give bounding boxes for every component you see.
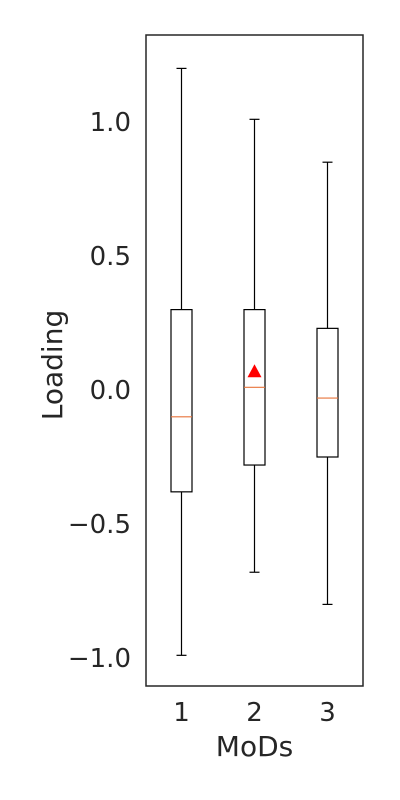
- x-tick-label: 2: [246, 698, 263, 728]
- y-tick-label: −1.0: [68, 644, 131, 674]
- x-tick-label: 3: [319, 698, 336, 728]
- box-3: [316, 161, 339, 606]
- box-2: [243, 118, 266, 573]
- box-1: [170, 67, 193, 656]
- x-axis-label: MoDs: [216, 730, 293, 763]
- plot-frame: [145, 34, 364, 687]
- mean-marker: [247, 364, 262, 378]
- x-axis-ticks: 1 2 3: [173, 698, 336, 728]
- iqr-box: [316, 327, 339, 458]
- iqr-box: [170, 309, 193, 493]
- y-tick-label: 1.0: [90, 108, 131, 138]
- y-axis-label: Loading: [36, 310, 69, 420]
- box-group: [170, 67, 339, 656]
- y-tick-label: −0.5: [68, 510, 131, 540]
- y-axis-ticks: −1.0 −0.5 0.0 0.5 1.0: [68, 108, 131, 674]
- y-tick-label: 0.5: [90, 242, 131, 272]
- x-tick-label: 1: [173, 698, 190, 728]
- y-tick-label: 0.0: [90, 376, 131, 406]
